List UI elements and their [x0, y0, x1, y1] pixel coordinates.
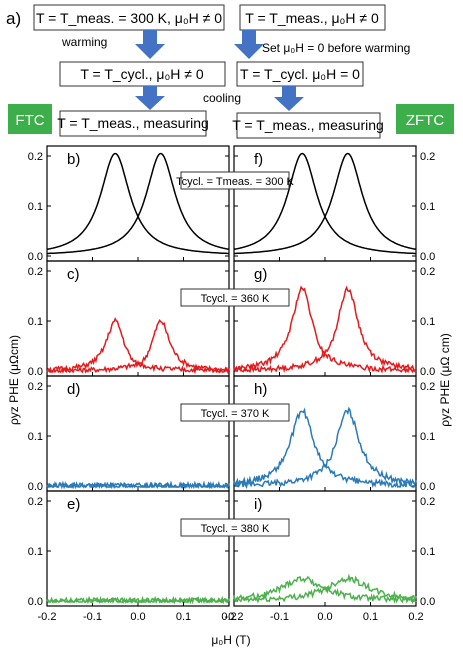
y-tick-label: 0.1 [28, 201, 43, 213]
cycle-temp-box [180, 518, 290, 537]
right-step2-text: T = T_cycl. μ₀H = 0 [240, 66, 360, 82]
x-tick-label: -0.2 [38, 611, 57, 623]
y-axis-title-left: ρyz PHE (μΩcm) [7, 335, 21, 425]
right-note: Set μ₀H = 0 before warming [262, 41, 410, 55]
warming-label: warming [61, 35, 107, 49]
panel-letter: c) [67, 266, 80, 283]
y-tick-label: 0.2 [28, 381, 43, 393]
x-tick-label: 0.1 [363, 611, 378, 623]
flow-diagram: a) T = T_meas. = 300 K, μ₀H ≠ 0 T = T_me… [6, 4, 454, 139]
cycle-temp-label: Tcycl. = 360 K [201, 293, 270, 305]
y-tick-label: 0.0 [28, 366, 43, 378]
panel-letter: f) [254, 151, 263, 168]
y-tick-label: 0.2 [28, 496, 43, 508]
down-arrow-icon [135, 86, 165, 110]
cycle-temp-box [180, 171, 290, 190]
left-step1-box [33, 4, 225, 31]
cycle-temp-label: Tcycl. = Tmeas. = 300 K [176, 176, 294, 188]
left-step3-text: T = T_meas., measuring [57, 115, 209, 131]
y-tick-label: 0.2 [28, 151, 43, 163]
y-tick-label: 0.2 [420, 496, 435, 508]
left-step3-box [59, 110, 207, 137]
y-tick-label: 0.0 [28, 481, 43, 493]
left-step1-text: T = T_meas. = 300 K, μ₀H ≠ 0 [36, 10, 222, 26]
x-tick-label: -0.1 [270, 611, 289, 623]
panel-letter: e) [67, 496, 80, 513]
y-tick-label: 0.1 [28, 431, 43, 443]
x-tick-label: 0.0 [317, 611, 332, 623]
series-line [233, 406, 417, 489]
y-tick-label: 0.2 [420, 151, 435, 163]
down-arrow-icon [274, 86, 304, 111]
series-line [233, 285, 417, 374]
x-axis-title: μ₀H (T) [211, 633, 250, 647]
y-tick-label: 0.1 [420, 431, 435, 443]
y-tick-label: 0.0 [420, 596, 435, 608]
right-step1-text: T = T_meas., μ₀H ≠ 0 [245, 10, 379, 26]
y-tick-label: 0.0 [28, 596, 43, 608]
right-step1-box [239, 4, 386, 31]
y-tick-label: 0.1 [28, 546, 43, 558]
zftc-label: ZFTC [406, 112, 444, 129]
series-line [46, 152, 229, 255]
zftc-badge [396, 104, 454, 134]
panel-letter: g) [254, 266, 267, 283]
y-tick-label: 0.2 [420, 381, 435, 393]
cycle-temp-label: Tcycl. = 370 K [201, 408, 270, 420]
y-tick-label: 0.0 [28, 251, 43, 263]
x-tick-label: 0.1 [176, 611, 191, 623]
plot-grid: 0.0 0.1 0.2 b) 0.0 0.1 0.2 f) Tcycl. = Tmeas. = … [7, 145, 452, 647]
right-step3-text: T = T_meas., measuring [232, 117, 384, 133]
y-tick-label: 0.1 [420, 546, 435, 558]
series-line [233, 407, 417, 489]
x-tick-label: 0.2 [408, 611, 423, 623]
cycle-temp-box [180, 288, 290, 307]
panel-a-letter: a) [6, 9, 21, 28]
x-tick-label: 0.2 [221, 611, 236, 623]
x-tick-label: 0.0 [130, 611, 145, 623]
series-line [46, 319, 230, 375]
cycle-temp-label: Tcycl. = 380 K [201, 523, 270, 535]
y-tick-label: 0.0 [420, 481, 435, 493]
right-step3-box [236, 112, 381, 139]
y-tick-label: 0.1 [420, 201, 435, 213]
cycle-temp-box [180, 403, 290, 422]
left-step2-text: T = T_cycl., μ₀H ≠ 0 [80, 66, 204, 82]
panel-letter: b) [67, 151, 80, 168]
y-tick-label: 0.2 [420, 266, 435, 278]
y-tick-label: 0.1 [420, 316, 435, 328]
y-tick-label: 0.1 [28, 316, 43, 328]
series-line [46, 595, 230, 605]
ftc-label: FTC [15, 112, 44, 129]
ftc-badge [8, 104, 52, 134]
down-arrow-icon [135, 30, 165, 59]
y-tick-label: 0.0 [420, 251, 435, 263]
down-arrow-icon [234, 30, 264, 59]
series-line [46, 480, 230, 490]
panel-letter: d) [67, 381, 80, 398]
series-line [233, 575, 417, 605]
series-line [46, 317, 230, 375]
y-tick-label: 0.2 [28, 266, 43, 278]
y-axis-title-right: ρyz PHE (μΩ cm) [438, 333, 452, 426]
cooling-label: cooling [203, 91, 241, 105]
panel-letter: h) [254, 381, 267, 398]
series-line [233, 152, 416, 255]
left-step2-box [59, 61, 226, 87]
y-tick-label: 0.0 [420, 366, 435, 378]
x-tick-label: -0.2 [225, 611, 244, 623]
right-step2-box [236, 61, 364, 87]
panel-letter: i) [254, 496, 262, 513]
x-tick-label: -0.1 [83, 611, 102, 623]
